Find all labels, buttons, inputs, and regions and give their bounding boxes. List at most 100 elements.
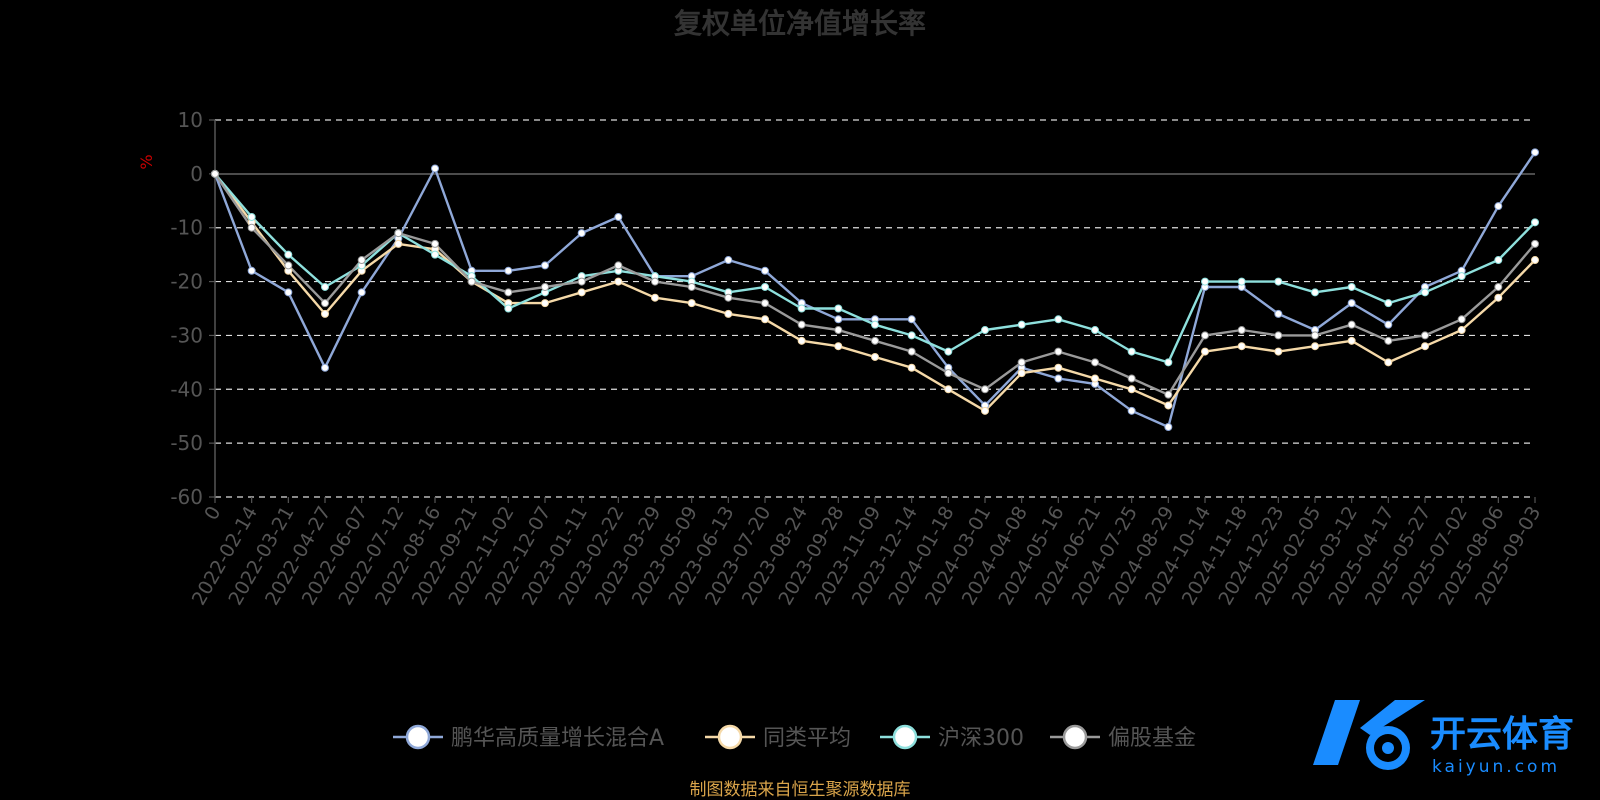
data-point[interactable] <box>1384 299 1393 308</box>
data-point[interactable] <box>541 299 549 308</box>
data-point[interactable] <box>1274 277 1283 286</box>
data-point[interactable] <box>431 164 439 173</box>
data-point[interactable] <box>284 250 293 259</box>
data-point[interactable] <box>1311 331 1319 340</box>
data-point[interactable] <box>687 299 696 308</box>
data-point[interactable] <box>321 282 329 291</box>
legend-item-0[interactable]: 鹏华高质量增长混合A <box>393 724 664 751</box>
data-point[interactable] <box>1457 326 1466 335</box>
data-point[interactable] <box>1274 331 1283 340</box>
data-point[interactable] <box>1237 277 1246 286</box>
data-point[interactable] <box>1347 299 1356 308</box>
data-point[interactable] <box>1347 282 1356 291</box>
data-point[interactable] <box>1274 347 1283 356</box>
data-point[interactable] <box>1201 331 1209 340</box>
data-point[interactable] <box>1347 320 1356 329</box>
data-point[interactable] <box>504 304 513 313</box>
data-point[interactable] <box>1127 374 1136 383</box>
data-point[interactable] <box>1054 315 1063 324</box>
data-point[interactable] <box>1421 342 1429 351</box>
data-point[interactable] <box>724 256 733 265</box>
data-point[interactable] <box>834 304 843 313</box>
data-point[interactable] <box>614 212 623 221</box>
data-point[interactable] <box>907 331 916 340</box>
data-point[interactable] <box>761 315 769 324</box>
legend-item-2[interactable]: 沪深300 <box>880 724 1024 751</box>
data-point[interactable] <box>907 363 916 372</box>
data-point[interactable] <box>1164 358 1173 367</box>
data-point[interactable] <box>834 342 843 351</box>
data-point[interactable] <box>614 261 623 270</box>
data-point[interactable] <box>1494 202 1503 211</box>
data-point[interactable] <box>907 347 916 356</box>
data-point[interactable] <box>651 293 659 302</box>
data-point[interactable] <box>541 261 549 270</box>
data-point[interactable] <box>1017 320 1026 329</box>
data-point[interactable] <box>944 369 953 378</box>
data-point[interactable] <box>761 266 769 275</box>
data-point[interactable] <box>577 277 586 286</box>
data-point[interactable] <box>577 288 586 297</box>
data-point[interactable] <box>1311 342 1319 351</box>
data-point[interactable] <box>614 277 623 286</box>
data-point[interactable] <box>1164 401 1173 410</box>
data-point[interactable] <box>1531 239 1539 248</box>
data-point[interactable] <box>504 266 513 275</box>
data-point[interactable] <box>1457 272 1466 281</box>
data-point[interactable] <box>247 223 256 232</box>
data-point[interactable] <box>1494 293 1503 302</box>
data-point[interactable] <box>1531 256 1539 265</box>
data-point[interactable] <box>1164 390 1173 399</box>
data-point[interactable] <box>1091 374 1099 383</box>
data-point[interactable] <box>1311 288 1319 297</box>
data-point[interactable] <box>321 299 329 308</box>
data-point[interactable] <box>284 288 293 297</box>
legend[interactable]: 鹏华高质量增长混合A 同类平均 沪深300 偏股基金 <box>393 724 1196 751</box>
data-point[interactable] <box>321 363 329 372</box>
data-point[interactable] <box>944 385 953 394</box>
data-point[interactable] <box>504 288 513 297</box>
data-point[interactable] <box>761 282 769 291</box>
data-point[interactable] <box>1091 358 1099 367</box>
legend-item-3[interactable]: 偏股基金 <box>1050 724 1196 751</box>
data-point[interactable] <box>797 304 806 313</box>
data-point[interactable] <box>247 212 256 221</box>
data-point[interactable] <box>907 315 916 324</box>
data-point[interactable] <box>1421 331 1429 340</box>
data-point[interactable] <box>1054 347 1063 356</box>
data-point[interactable] <box>394 229 403 238</box>
data-point[interactable] <box>1017 369 1026 378</box>
data-point[interactable] <box>651 277 659 286</box>
data-point[interactable] <box>1531 218 1539 227</box>
data-point[interactable] <box>944 347 953 356</box>
data-point[interactable] <box>321 309 329 318</box>
data-point[interactable] <box>797 320 806 329</box>
data-point[interactable] <box>687 282 696 291</box>
data-point[interactable] <box>577 229 586 238</box>
data-point[interactable] <box>981 406 989 415</box>
data-point[interactable] <box>431 239 439 248</box>
data-point[interactable] <box>1054 363 1063 372</box>
data-point[interactable] <box>1384 358 1393 367</box>
data-point[interactable] <box>1201 277 1209 286</box>
data-point[interactable] <box>1127 385 1136 394</box>
data-point[interactable] <box>724 309 733 318</box>
data-point[interactable] <box>284 261 293 270</box>
data-point[interactable] <box>1384 320 1393 329</box>
data-point[interactable] <box>431 250 439 259</box>
data-point[interactable] <box>1237 326 1246 335</box>
data-point[interactable] <box>1531 148 1539 157</box>
data-point[interactable] <box>467 277 476 286</box>
data-point[interactable] <box>724 293 733 302</box>
legend-item-1[interactable]: 同类平均 <box>705 724 851 751</box>
data-point[interactable] <box>1164 422 1173 431</box>
data-point[interactable] <box>1494 256 1503 265</box>
data-point[interactable] <box>211 169 219 178</box>
data-point[interactable] <box>1237 342 1246 351</box>
data-point[interactable] <box>834 315 843 324</box>
data-point[interactable] <box>1127 347 1136 356</box>
data-point[interactable] <box>1054 374 1063 383</box>
data-point[interactable] <box>761 299 769 308</box>
data-point[interactable] <box>357 256 366 265</box>
data-point[interactable] <box>1274 309 1283 318</box>
